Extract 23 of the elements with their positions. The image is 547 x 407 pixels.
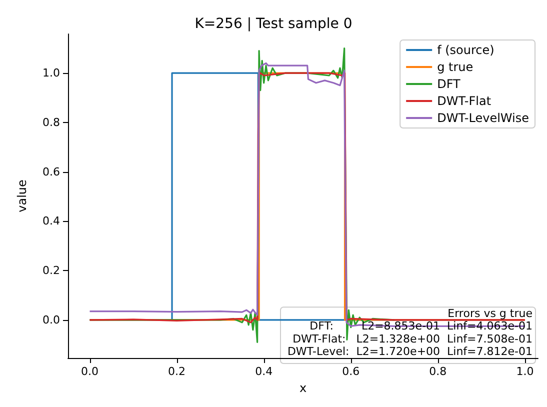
y-tick-label: 0.4 <box>42 214 60 228</box>
x-tick-label: 1.0 <box>516 365 534 378</box>
legend-label: f (source) <box>437 43 494 57</box>
y-tick-label: 1.0 <box>42 66 60 80</box>
annotation: Errors vs g true <box>448 307 533 320</box>
y-tick-label: 0.8 <box>42 116 60 129</box>
y-axis-title: value <box>15 180 29 212</box>
legend-label: DFT <box>437 77 462 91</box>
legend-label: g true <box>437 60 474 74</box>
x-tick-label: 0.6 <box>342 365 360 378</box>
x-tick-label: 0.8 <box>429 365 447 378</box>
annotation: DWT-Flat: L2=1.328e+00 Linf=7.508e-01 <box>292 332 532 346</box>
x-axis-title: x <box>299 381 307 395</box>
chart-title: K=256 | Test sample 0 <box>194 16 352 32</box>
x-tick-label: 0.4 <box>255 365 273 378</box>
legend-label: DWT-Flat <box>437 94 492 108</box>
annotation: DWT-Level: L2=1.720e+00 Linf=7.812e-01 <box>287 344 532 358</box>
y-tick-label: 0.0 <box>42 313 60 326</box>
y-tick-label: 0.6 <box>42 165 60 178</box>
x-tick-label: 0.0 <box>81 365 99 378</box>
y-tick-label: 0.2 <box>42 264 60 278</box>
legend-label: DWT-LevelWise <box>437 111 530 125</box>
x-tick-label: 0.2 <box>168 365 186 378</box>
